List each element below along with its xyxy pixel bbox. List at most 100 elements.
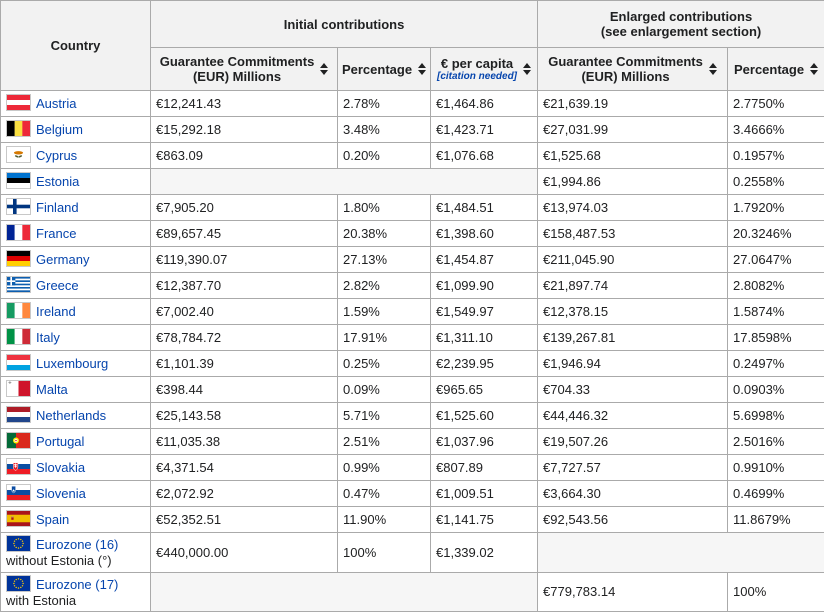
table-row: Portugal €11,035.38 2.51% €1,037.96 €19,507.… <box>0 428 824 455</box>
estonia-flag-icon <box>6 172 31 190</box>
country-link[interactable]: Germany <box>36 252 90 268</box>
table-row: France €89,657.45 20.38% €1,398.60 €158,487.… <box>0 220 824 247</box>
country-cell: Slovakia <box>0 454 151 481</box>
per-capita-cell: €1,076.68 <box>429 142 539 169</box>
initial-percentage-cell: 1.80% <box>337 194 431 221</box>
country-cell: Ireland <box>0 298 151 325</box>
eu-flag-icon <box>6 574 31 592</box>
country-link[interactable]: Italy <box>36 330 60 346</box>
country-link[interactable]: Austria <box>36 96 77 112</box>
initial-percentage-cell: 27.13% <box>337 246 431 273</box>
finland-flag-icon <box>6 198 31 216</box>
country-cell: Finland <box>0 194 151 221</box>
country-link[interactable]: Greece <box>36 278 79 294</box>
malta-flag-icon <box>6 380 31 398</box>
portugal-flag-icon <box>6 432 31 450</box>
table-row: Slovakia €4,371.54 0.99% €807.89 €7,727.57 0.… <box>0 454 824 481</box>
per-capita-header-label: € per capita <box>440 56 514 71</box>
initial-guarantee-cell: €7,002.40 <box>150 298 338 325</box>
enlarged-percentage-cell: 0.1957% <box>727 142 824 169</box>
guarantee-header-line2: (EUR) Millions <box>581 69 670 84</box>
enlarged-percentage-cell: 1.5874% <box>727 298 824 325</box>
country-link[interactable]: Slovakia <box>36 460 86 476</box>
table-row: Spain €52,352.51 11.90% €1,141.75 €92,543.56… <box>0 506 824 533</box>
country-suffix: without Estonia (°) <box>6 553 112 569</box>
initial-percentage-cell: 0.25% <box>337 350 431 377</box>
percentage-header-label: Percentage <box>341 61 413 77</box>
country-link[interactable]: Ireland <box>36 304 76 320</box>
per-capita-cell: €965.65 <box>429 376 539 403</box>
per-capita-cell: €1,099.90 <box>429 272 539 299</box>
enlarged-guarantee-cell: €7,727.57 <box>537 454 729 481</box>
country-link[interactable]: Eurozone (17) <box>36 576 119 592</box>
initial-guarantee-cell: €1,101.39 <box>150 350 338 377</box>
sort-icon <box>418 63 427 75</box>
country-cell: Spain <box>0 506 151 533</box>
header-row-groups: Country Initial contributions Enlarged c… <box>0 0 824 91</box>
per-capita-cell: €1,037.96 <box>429 428 539 455</box>
enlarged-guarantee-cell: €1,946.94 <box>537 350 729 377</box>
percentage-header-label: Percentage <box>733 61 805 77</box>
initial-guarantee-cell: €11,035.38 <box>150 428 338 455</box>
enlarged-percentage-cell: 5.6998% <box>727 402 824 429</box>
initial-percentage-cell: 5.71% <box>337 402 431 429</box>
initial-guarantee-cell: €25,143.58 <box>150 402 338 429</box>
citation-needed-link[interactable]: [citation needed] <box>437 71 518 82</box>
country-link[interactable]: Estonia <box>36 174 80 190</box>
col-header-enlarged-percentage[interactable]: Percentage <box>727 47 824 91</box>
table-row: Ireland €7,002.40 1.59% €1,549.97 €12,378.15… <box>0 298 824 325</box>
col-header-country: Country <box>0 0 151 91</box>
country-cell: Estonia <box>0 168 151 195</box>
initial-percentage-cell: 20.38% <box>337 220 431 247</box>
enlarged-guarantee-cell: €13,974.03 <box>537 194 729 221</box>
italy-flag-icon <box>6 328 31 346</box>
table-row: Eurozone (16) without Estonia (°) €440,00… <box>0 532 824 573</box>
per-capita-cell: €1,423.71 <box>429 116 539 143</box>
country-link[interactable]: Cyprus <box>36 148 78 164</box>
enlarged-guarantee-cell: €19,507.26 <box>537 428 729 455</box>
col-header-enlarged-guarantee[interactable]: Guarantee Commitments (EUR) Millions <box>537 47 729 91</box>
initial-guarantee-cell: €7,905.20 <box>150 194 338 221</box>
enlarged-percentage-cell: 0.9910% <box>727 454 824 481</box>
table-row: Austria €12,241.43 2.78% €1,464.86 €21,639.1… <box>0 90 824 117</box>
table-row: Estonia €1,994.86 0.2558% <box>0 168 824 195</box>
country-link[interactable]: Malta <box>36 382 68 398</box>
enlarged-guarantee-cell: €704.33 <box>537 376 729 403</box>
country-link[interactable]: Netherlands <box>36 408 107 424</box>
per-capita-cell: €1,311.10 <box>429 324 539 351</box>
country-cell: Italy <box>0 324 151 351</box>
country-link[interactable]: Portugal <box>36 434 85 450</box>
sort-icon <box>320 63 329 75</box>
greece-flag-icon <box>6 276 31 294</box>
initial-percentage-cell: 0.47% <box>337 480 431 507</box>
enlarged-guarantee-cell: €44,446.32 <box>537 402 729 429</box>
enlarged-percentage-cell: 20.3246% <box>727 220 824 247</box>
table-row: Belgium €15,292.18 3.48% €1,423.71 €27,031.9… <box>0 116 824 143</box>
initial-guarantee-cell: €398.44 <box>150 376 338 403</box>
france-flag-icon <box>6 224 31 242</box>
enlarged-guarantee-cell: €12,378.15 <box>537 298 729 325</box>
country-cell: Germany <box>0 246 151 273</box>
enlarged-guarantee-cell: €779,783.14 <box>537 571 729 612</box>
country-link[interactable]: Belgium <box>36 122 83 138</box>
enlarged-percentage-cell: 17.8598% <box>727 324 824 351</box>
country-suffix: with Estonia <box>6 592 77 608</box>
country-link[interactable]: Luxembourg <box>36 356 109 372</box>
country-link[interactable]: France <box>36 226 77 242</box>
country-link[interactable]: Slovenia <box>36 486 86 502</box>
col-header-initial-guarantee[interactable]: Guarantee Commitments (EUR) Millions <box>150 47 338 91</box>
table-row: Italy €78,784.72 17.91% €1,311.10 €139,267.8… <box>0 324 824 351</box>
country-link[interactable]: Finland <box>36 200 79 216</box>
country-link[interactable]: Eurozone (16) <box>36 537 119 552</box>
ireland-flag-icon <box>6 302 31 320</box>
country-link[interactable]: Spain <box>36 512 70 528</box>
per-capita-cell: €1,339.02 <box>429 532 539 573</box>
col-header-per-capita[interactable]: € per capita [citation needed] <box>429 47 539 91</box>
initial-guarantee-cell: €440,000.00 <box>150 532 338 573</box>
per-capita-cell: €1,141.75 <box>429 506 539 533</box>
enlarged-guarantee-cell: €139,267.81 <box>537 324 729 351</box>
country-cell: Slovenia <box>0 480 151 507</box>
col-header-initial-percentage[interactable]: Percentage <box>337 47 431 91</box>
austria-flag-icon <box>6 94 31 112</box>
